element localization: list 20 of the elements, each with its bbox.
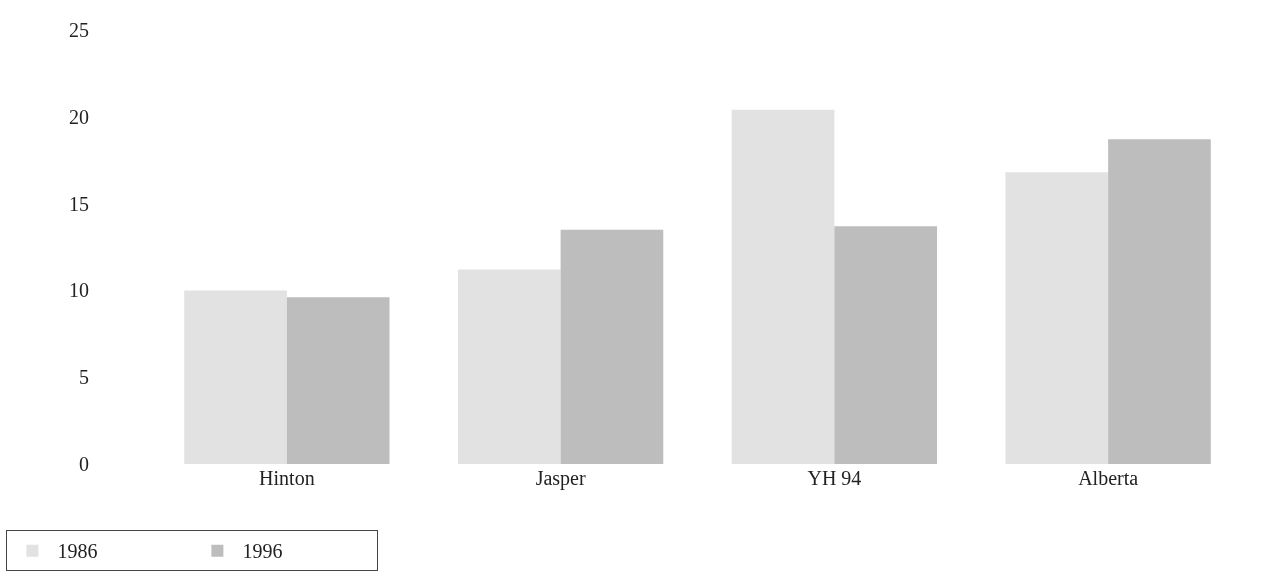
y-tick-label: 20 (69, 105, 89, 128)
bar (457, 269, 561, 464)
bar (560, 229, 664, 464)
bar (1005, 172, 1109, 464)
y-tick-label: 15 (69, 192, 89, 215)
bar (184, 290, 287, 464)
y-tick-label: 0 (79, 453, 89, 475)
legend-label: 1996 (242, 540, 283, 563)
x-tick-label: YH 94 (807, 467, 862, 489)
y-tick-label: 25 (69, 19, 89, 41)
bar (834, 226, 938, 464)
bar (286, 297, 390, 464)
legend-label: 1986 (57, 540, 98, 563)
bar (1108, 139, 1211, 464)
y-tick-label: 5 (79, 366, 89, 389)
x-tick-label: Alberta (1078, 467, 1139, 489)
x-tick-label: Hinton (259, 467, 315, 489)
bar (731, 109, 835, 464)
y-tick-label: 10 (69, 279, 89, 302)
x-tick-label: Jasper (535, 467, 586, 490)
